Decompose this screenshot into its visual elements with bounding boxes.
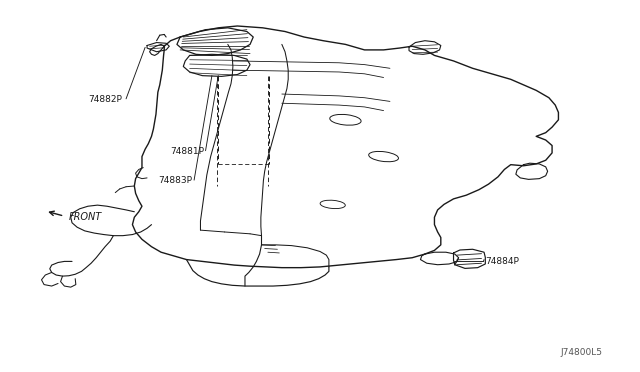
- Text: 74883P: 74883P: [158, 176, 192, 185]
- Text: 74884P: 74884P: [485, 257, 519, 266]
- Text: 74882P: 74882P: [88, 95, 122, 104]
- Text: J74800L5: J74800L5: [561, 348, 603, 357]
- Text: FRONT: FRONT: [69, 212, 102, 222]
- Text: 74881P: 74881P: [171, 147, 205, 155]
